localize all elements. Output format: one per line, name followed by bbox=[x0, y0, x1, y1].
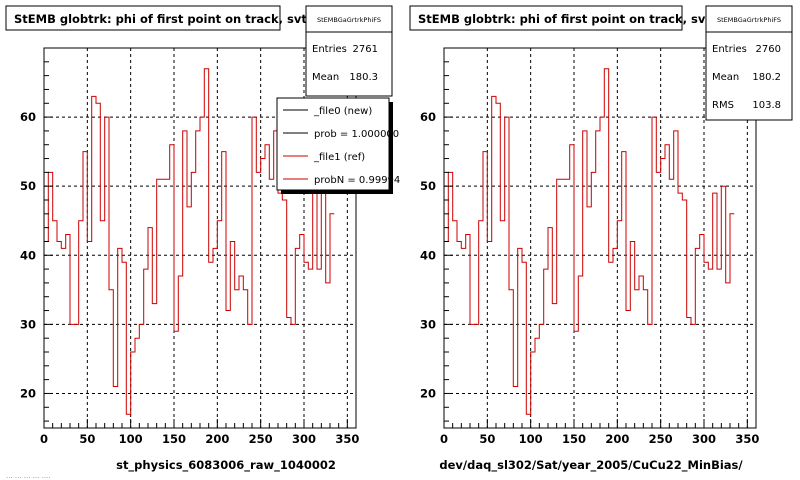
y-tick-label: 30 bbox=[420, 317, 436, 331]
stats-rms-label: RMS bbox=[712, 100, 734, 111]
stats-mean-label: Mean bbox=[712, 72, 739, 83]
x-tick-label: 0 bbox=[40, 432, 48, 446]
stats-entries-label: Entries bbox=[712, 44, 747, 55]
legend-box bbox=[276, 97, 390, 191]
x-tick-label: 350 bbox=[735, 432, 759, 446]
y-tick-label: 20 bbox=[420, 386, 436, 400]
y-tick-label: 30 bbox=[20, 317, 36, 331]
stats-box bbox=[305, 5, 393, 97]
x-tick-label: 100 bbox=[119, 432, 143, 446]
x-tick-label: 300 bbox=[692, 432, 716, 446]
x-tick-label: 200 bbox=[205, 432, 229, 446]
histogram-series bbox=[444, 68, 735, 415]
legend-label-0: _file0 (new) bbox=[313, 106, 372, 117]
ticks-group: 0 50 100 150 200 250 300 350 20 30 40 50 60 bbox=[20, 47, 359, 446]
x-tick-label: 0 bbox=[440, 432, 448, 446]
histogram-series bbox=[44, 68, 335, 415]
x-tick-label: 250 bbox=[649, 432, 673, 446]
stats-mean-value: 180.2 bbox=[752, 72, 781, 83]
stats-rms-value: 103.8 bbox=[752, 100, 781, 111]
title-box bbox=[5, 5, 281, 31]
chart-right: 0 50 100 150 200 250 300 350 20 30 40 50 60 StEMB gl… bbox=[409, 5, 793, 473]
ticks-group: 0 50 100 150 200 250 300 350 20 30 40 50 60 bbox=[420, 47, 759, 446]
stats-name: StEMBGaGrtrkPhiFS bbox=[317, 16, 381, 24]
title-box bbox=[409, 5, 683, 31]
y-tick-label: 50 bbox=[420, 179, 436, 193]
y-tick-label: 40 bbox=[20, 248, 36, 262]
x-axis-label: dev/daq_sl302/Sat/year_2005/CuCu22_MinBi… bbox=[439, 458, 743, 473]
stats-entries-value: 2760 bbox=[756, 44, 781, 55]
chart-title: StEMB globtrk: phi of first point on tra… bbox=[14, 12, 307, 26]
legend-label-1: prob = 1.000000 bbox=[314, 129, 399, 140]
stats-entries-label: Entries bbox=[312, 44, 347, 55]
x-tick-label: 50 bbox=[479, 432, 495, 446]
x-tick-label: 50 bbox=[79, 432, 95, 446]
stats-mean-value: 180.3 bbox=[349, 72, 378, 83]
series-group bbox=[44, 68, 335, 415]
y-tick-label: 60 bbox=[420, 110, 436, 124]
stats-mean-label: Mean bbox=[312, 72, 339, 83]
x-tick-label: 300 bbox=[292, 432, 316, 446]
legend-label-3: probN = 0.99994 bbox=[314, 175, 400, 186]
x-tick-label: 150 bbox=[162, 432, 186, 446]
y-tick-label: 20 bbox=[20, 386, 36, 400]
stats-name: StEMBGaGrtrkPhiFS bbox=[717, 16, 781, 24]
y-tick-label: 60 bbox=[20, 110, 36, 124]
x-tick-label: 350 bbox=[335, 432, 359, 446]
footer-text: ... ... ... ... .... bbox=[6, 472, 51, 480]
legend-label-2: _file1 (ref) bbox=[313, 152, 365, 163]
x-tick-label: 100 bbox=[519, 432, 543, 446]
chart-title: StEMB globtrk: phi of first point on tra… bbox=[418, 12, 711, 26]
x-axis-label: st_physics_6083006_raw_1040002 bbox=[116, 458, 336, 473]
x-tick-label: 200 bbox=[605, 432, 629, 446]
x-tick-label: 250 bbox=[249, 432, 273, 446]
y-tick-label: 40 bbox=[420, 248, 436, 262]
chart-left: 0 50 100 150 200 250 300 350 20 30 40 50 60 StEMB gl… bbox=[5, 5, 400, 480]
stats-entries-value: 2761 bbox=[353, 44, 378, 55]
y-tick-label: 50 bbox=[20, 179, 36, 193]
stats-box bbox=[705, 5, 793, 121]
series-group bbox=[444, 68, 735, 415]
x-tick-label: 150 bbox=[562, 432, 586, 446]
